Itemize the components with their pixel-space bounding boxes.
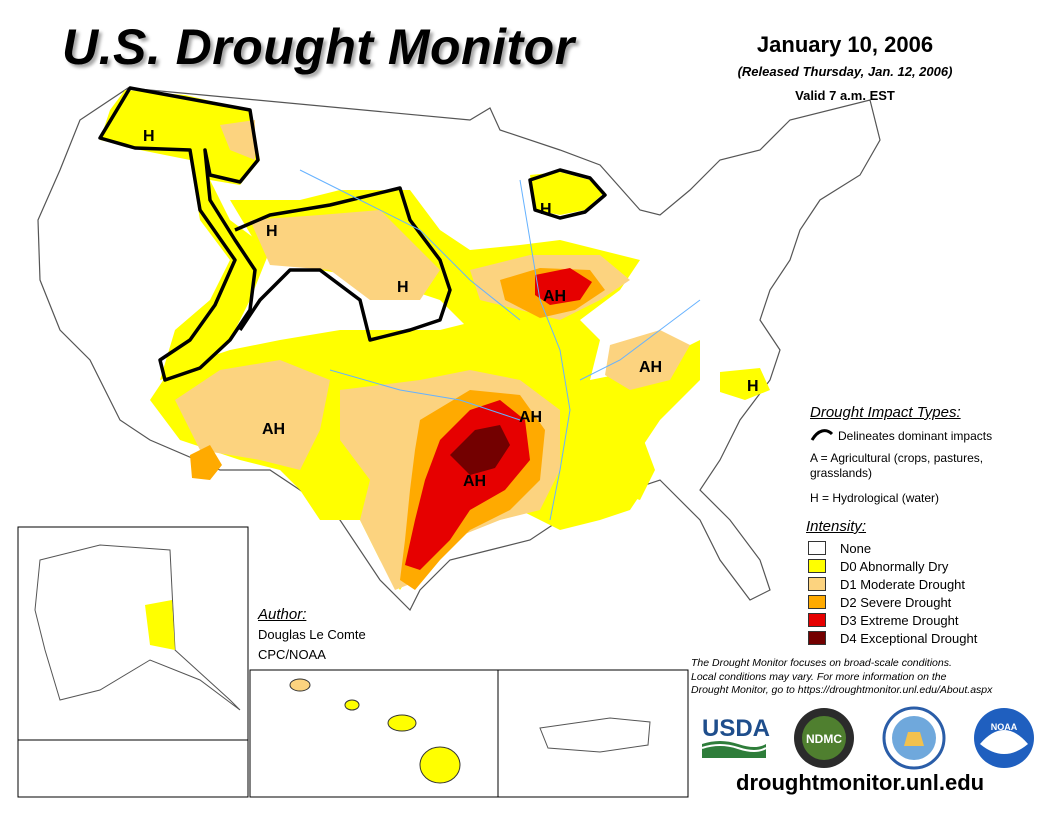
footer-url[interactable]: droughtmonitor.unl.edu: [736, 770, 985, 795]
valid-time: Valid 7 a.m. EST: [795, 88, 895, 103]
author-name: Douglas Le Comte: [258, 627, 366, 642]
intensity-swatch: [808, 613, 826, 627]
footer-note-line2: Local conditions may vary. For more info…: [691, 670, 947, 683]
impact-line-michigan: [528, 168, 607, 220]
intensity-label: D3 Extreme Drought: [840, 612, 959, 628]
footer-note-line3[interactable]: Drought Monitor, go to https://droughtmo…: [691, 684, 993, 696]
d4-area: [450, 425, 510, 475]
d2-arizona: [190, 445, 222, 480]
intensity-swatch: [808, 595, 826, 609]
intensity-legend-item: D1 Moderate Drought: [808, 576, 965, 592]
river-mississippi: [519, 179, 571, 521]
intensity-swatch: [808, 541, 826, 555]
intensity-legend-item: D3 Extreme Drought: [808, 612, 959, 628]
label-ah-illinois: AH: [543, 288, 566, 305]
impact-legend-title: Drought Impact Types:: [810, 404, 961, 421]
commerce-seal-shield: [904, 732, 924, 746]
intensity-legend-item: D4 Exceptional Drought: [808, 630, 977, 646]
commerce-seal-logo: [882, 706, 946, 770]
label-h-carolina: H: [747, 378, 759, 395]
intensity-label: D1 Moderate Drought: [840, 576, 966, 592]
author-heading: Author:: [258, 606, 307, 623]
intensity-label: D0 Abnormally Dry: [840, 558, 949, 574]
ndmc-logo: NDMC: [794, 708, 854, 768]
d0-carolina: [720, 368, 770, 400]
d3-illinois: [535, 268, 592, 305]
usda-logo-stripe: [701, 744, 767, 752]
label-ah-arkansas: AH: [519, 409, 542, 426]
label-h-northwest: H: [143, 128, 155, 145]
hawaii-oahu: [344, 699, 360, 711]
label-ah-southwest: AH: [262, 421, 285, 438]
impact-line-northwest: [98, 86, 260, 382]
impact-agricultural-line2: grasslands): [810, 466, 873, 480]
hawaii-big-island: [419, 746, 461, 784]
impact-boundaries: [98, 86, 607, 382]
intensity-swatch: [808, 559, 826, 573]
d0-southeast: [595, 420, 655, 500]
d1-southwest: [175, 360, 330, 470]
noaa-logo-wave: [980, 730, 1028, 754]
author-org: CPC/NOAA: [258, 647, 326, 662]
map-date: January 10, 2006: [756, 32, 934, 57]
intensity-legend-item: D0 Abnormally Dry: [808, 558, 948, 574]
hawaii-kauai: [289, 678, 311, 692]
hawaii-maui: [387, 714, 417, 732]
impact-agricultural-line1: A = Agricultural (crops, pastures,: [810, 451, 984, 465]
label-ah-texas: AH: [463, 473, 486, 490]
intensity-legend-item: D2 Severe Drought: [808, 594, 951, 610]
river-missouri: [299, 169, 521, 321]
puerto-rico-outline: [539, 717, 651, 753]
hawaii-islands: [289, 678, 461, 784]
intensity-swatch: [808, 577, 826, 591]
d1-kentucky: [605, 330, 690, 390]
intensity-legend-title: Intensity:: [806, 518, 867, 535]
footer-note: The Drought Monitor focuses on broad-sca…: [691, 657, 1041, 698]
release-date: (Released Thursday, Jan. 12, 2006): [737, 64, 953, 79]
hawaii-inset-frame: [249, 669, 499, 798]
intensity-legend-item: None: [808, 540, 871, 556]
usda-logo: USDA: [701, 715, 770, 758]
intensity-swatch: [808, 631, 826, 645]
intensity-label: D4 Exceptional Drought: [840, 630, 978, 646]
ndmc-logo-center: [802, 716, 846, 760]
label-ah-kentucky: AH: [639, 359, 662, 376]
river-ohio: [579, 299, 701, 381]
label-h-plains: H: [397, 279, 409, 296]
label-h-michigan: H: [540, 201, 552, 218]
d0-michigan: [530, 172, 605, 215]
river-arkansas: [329, 369, 521, 421]
noaa-logo: NOAA: [974, 708, 1034, 768]
usda-logo-text: USDA: [702, 715, 770, 742]
d1-plains: [250, 210, 440, 300]
d0-northwest: [100, 90, 270, 380]
alaska-d0: [145, 600, 175, 650]
alaska-outline: [34, 544, 241, 711]
page-title: U.S. Drought Monitor: [62, 19, 575, 75]
impact-hydrological: H = Hydrological (water): [810, 491, 940, 505]
label-h-montana: H: [266, 223, 278, 240]
impact-line-sample: [810, 429, 834, 441]
intensity-label: D2 Severe Drought: [840, 594, 952, 610]
noaa-logo-text: NOAA: [991, 722, 1018, 732]
impact-line-label: Delineates dominant impacts: [838, 429, 993, 443]
d1-montana: [220, 120, 255, 160]
intensity-label: None: [840, 540, 872, 556]
rivers: [299, 169, 701, 521]
usda-logo-wave: [702, 741, 766, 758]
impact-line-plains: [234, 186, 452, 342]
footer-note-line1: The Drought Monitor focuses on broad-sca…: [691, 657, 952, 669]
ndmc-logo-text: NDMC: [806, 732, 842, 746]
